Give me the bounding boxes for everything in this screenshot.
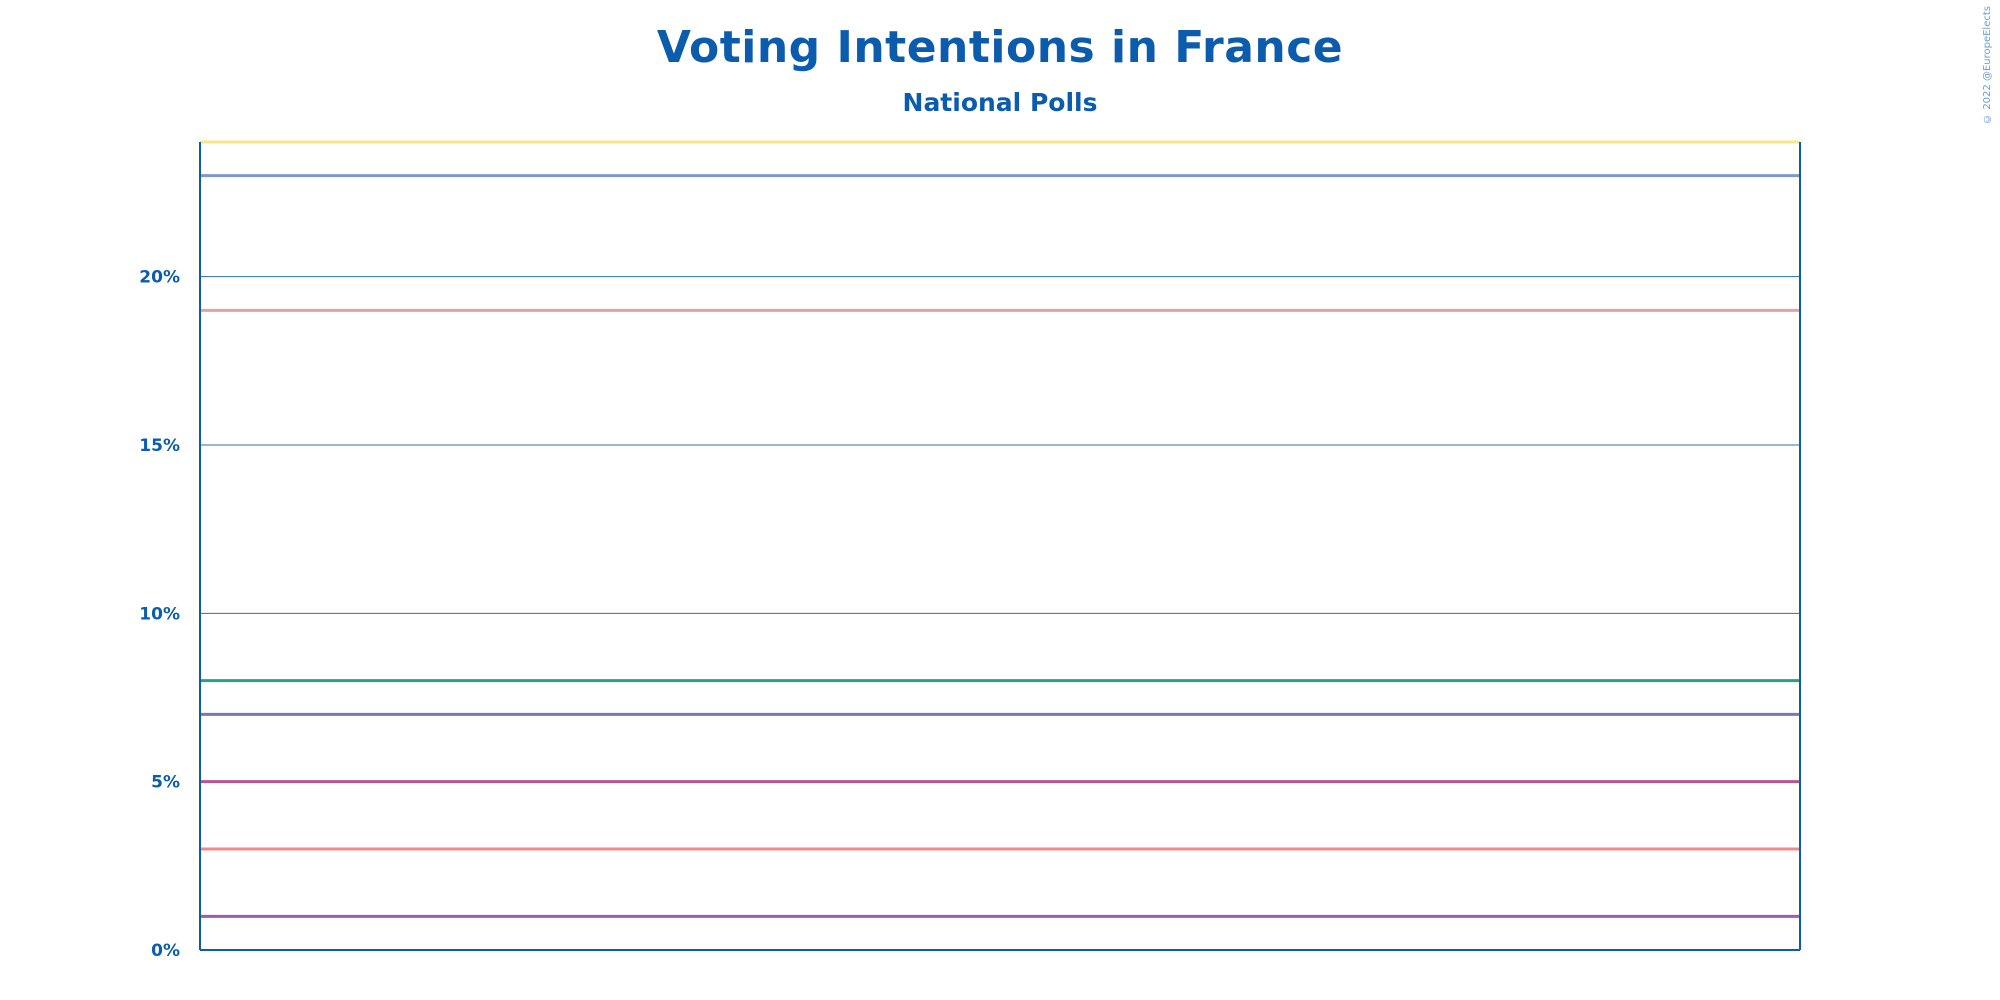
y-tick-label: 15% — [139, 436, 180, 456]
y-tick-label: 20% — [139, 268, 180, 288]
y-tick-label: 0% — [151, 941, 180, 961]
tick-layer: 0% 5% 10% 15% 20% — [139, 268, 180, 961]
chart-subtitle: National Polls — [902, 88, 1098, 117]
y-tick-label: 5% — [151, 773, 180, 793]
y-tick-label: 10% — [139, 604, 180, 624]
chart-title: Voting Intentions in France — [656, 22, 1344, 73]
axis-layer — [199, 142, 1801, 951]
series-layer — [200, 140, 1800, 918]
grid-layer — [200, 276, 1800, 783]
